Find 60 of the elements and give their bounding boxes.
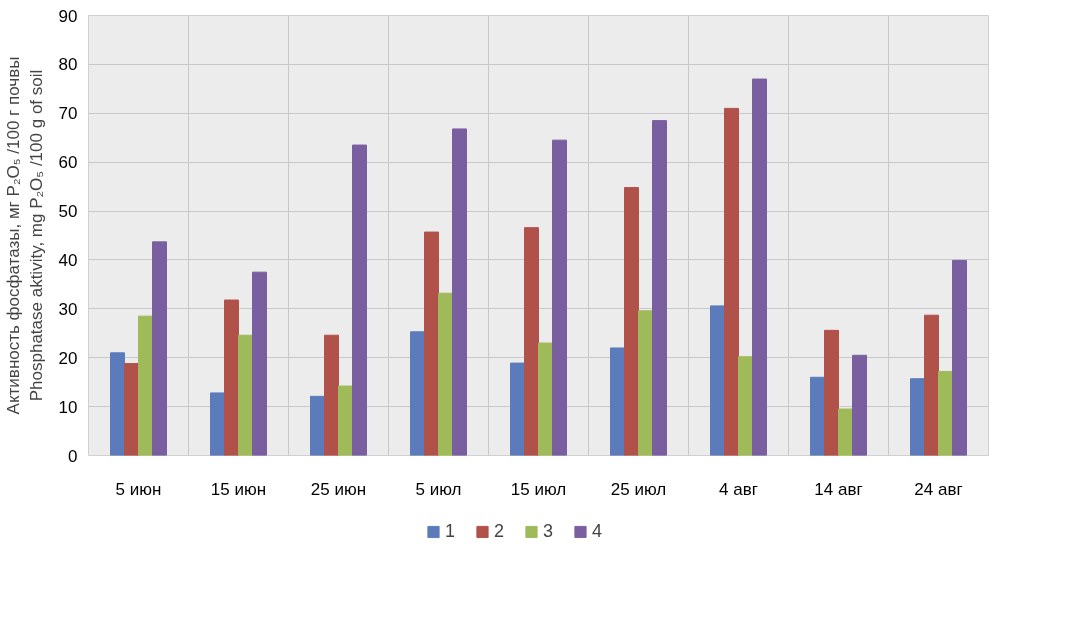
y-tick-label: 40 — [58, 250, 78, 270]
bar — [638, 310, 653, 456]
x-tick-label: 25 июл — [610, 479, 667, 499]
legend-label: 1 — [445, 520, 456, 542]
x-tick-label: 25 июн — [310, 479, 367, 499]
bar — [110, 352, 125, 456]
bar — [124, 363, 139, 456]
bar — [652, 120, 667, 456]
bar — [938, 370, 953, 456]
bar — [324, 334, 339, 456]
bar — [452, 128, 467, 456]
bar — [510, 362, 525, 456]
bar — [538, 342, 553, 456]
x-tick-label: 5 июл — [415, 479, 462, 499]
x-tick-label: 5 июн — [115, 479, 162, 499]
bar — [310, 395, 325, 456]
bar — [438, 292, 453, 456]
x-tick-label: 4 авг — [719, 479, 758, 499]
bar — [224, 299, 239, 456]
y-tick-label: 60 — [58, 153, 78, 173]
bar — [924, 314, 939, 456]
bar — [138, 315, 153, 456]
bar — [852, 354, 867, 456]
bar — [552, 139, 567, 456]
x-tick-label: 15 июн — [210, 479, 267, 499]
bar — [710, 305, 725, 456]
y-tick-label: 70 — [58, 104, 78, 124]
y-tick-label: 80 — [58, 55, 78, 75]
bar — [738, 356, 753, 456]
y-tick-label: 0 — [68, 446, 78, 466]
bar — [338, 385, 353, 456]
bar — [410, 331, 425, 456]
bar — [152, 241, 167, 456]
bar — [724, 107, 739, 456]
bar — [952, 259, 967, 456]
x-tick-label: 14 авг — [814, 479, 863, 499]
bar — [624, 187, 639, 456]
bar — [352, 144, 367, 456]
legend-label: 4 — [592, 520, 603, 542]
y-tick-label: 90 — [58, 6, 78, 26]
x-tick-label: 24 авг — [914, 479, 963, 499]
y-axis-title: Активность фосфатазы, мг P₂O₅ /100 г почвы Phosphatase aktivity, mg P₂O₅ /100 g of soil — [3, 56, 46, 415]
y-tick-label: 10 — [58, 397, 78, 417]
bar — [210, 392, 225, 456]
bar — [824, 329, 839, 456]
x-tick-label: 15 июл — [510, 479, 567, 499]
bar — [238, 334, 253, 456]
bar — [838, 408, 853, 456]
bar — [252, 271, 267, 456]
y-tick-label: 30 — [58, 299, 78, 319]
bar — [424, 231, 439, 456]
bar — [910, 378, 925, 456]
bar — [610, 347, 625, 456]
bar — [810, 376, 825, 456]
bar — [524, 227, 539, 456]
y-tick-label: 50 — [58, 202, 78, 222]
bar — [752, 78, 767, 456]
legend-label: 2 — [494, 520, 505, 542]
legend-label: 3 — [543, 520, 554, 542]
y-tick-label: 20 — [58, 348, 78, 368]
